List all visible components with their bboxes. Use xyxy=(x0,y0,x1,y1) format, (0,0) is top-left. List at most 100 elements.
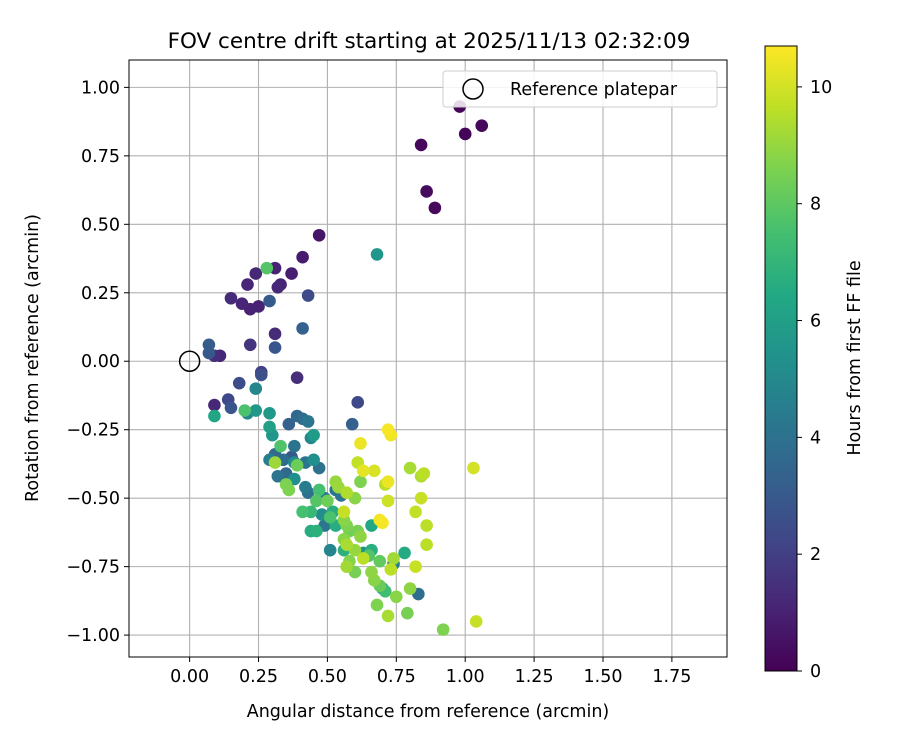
x-axis-ticks: 0.00 0.25 0.50 0.75 1.00 1.25 1.50 1.75 xyxy=(170,657,691,687)
data-point xyxy=(351,396,365,409)
data-point xyxy=(420,519,433,532)
data-point xyxy=(268,341,282,354)
data-point xyxy=(354,475,367,489)
x-tick-label: 1.00 xyxy=(446,667,485,687)
data-point xyxy=(469,615,483,628)
data-point xyxy=(384,563,398,576)
data-point xyxy=(467,461,480,475)
data-point xyxy=(340,538,354,552)
data-point xyxy=(312,228,326,242)
x-tick-label: 0.50 xyxy=(308,667,347,687)
data-point xyxy=(345,417,359,431)
data-point xyxy=(354,530,367,543)
data-point xyxy=(387,552,400,565)
y-tick-label: 0.25 xyxy=(81,284,120,304)
data-point xyxy=(232,376,246,390)
colorbar-tick-label: 0 xyxy=(810,662,821,682)
data-point xyxy=(381,494,395,508)
colorbar-tick-label: 2 xyxy=(810,545,821,565)
data-point xyxy=(354,437,367,450)
data-point xyxy=(337,505,351,519)
data-point xyxy=(373,554,387,568)
data-point xyxy=(290,459,304,472)
colorbar-ticks: 0 2 4 6 8 10 xyxy=(797,78,832,682)
data-point xyxy=(401,606,414,620)
data-point xyxy=(263,420,276,434)
data-point xyxy=(254,368,268,382)
data-point xyxy=(390,590,403,604)
data-point xyxy=(376,516,389,530)
data-point xyxy=(249,267,263,280)
legend: Reference platepar xyxy=(442,70,718,108)
data-point xyxy=(365,565,378,579)
data-point xyxy=(290,371,304,384)
y-axis-ticks: 1.00 0.75 0.50 0.25 0.00 −0.25 −0.50 −0.75 −1.00 xyxy=(66,78,129,646)
data-point xyxy=(202,338,216,352)
data-point xyxy=(238,404,252,417)
y-tick-label: 0.50 xyxy=(81,215,120,235)
data-point xyxy=(268,456,282,469)
data-point xyxy=(356,552,370,565)
data-point xyxy=(282,417,296,431)
data-point xyxy=(420,538,433,552)
y-tick-label: 0.00 xyxy=(81,352,120,372)
y-tick-label: −0.75 xyxy=(66,558,120,578)
data-point xyxy=(312,483,326,497)
data-point xyxy=(420,185,433,198)
data-point xyxy=(321,494,334,508)
data-point xyxy=(340,486,354,499)
colorbar: 0 2 4 6 8 10 Hours from first FF file xyxy=(764,45,865,682)
data-point xyxy=(428,201,442,215)
data-point xyxy=(263,406,276,420)
data-point xyxy=(260,261,274,275)
data-point xyxy=(403,582,417,595)
data-point xyxy=(301,289,315,302)
data-point xyxy=(268,327,282,341)
data-point xyxy=(310,524,323,538)
data-point xyxy=(208,398,221,412)
data-point xyxy=(296,250,309,264)
y-tick-label: −0.25 xyxy=(66,421,120,441)
y-tick-label: −0.50 xyxy=(66,489,120,509)
x-tick-label: 0.25 xyxy=(239,667,278,687)
data-point xyxy=(307,453,320,467)
data-point xyxy=(409,560,422,573)
data-point xyxy=(356,464,370,478)
data-point xyxy=(252,300,265,313)
data-point xyxy=(436,623,450,636)
data-point xyxy=(475,119,489,133)
x-tick-label: 0.75 xyxy=(377,667,416,687)
data-point xyxy=(403,461,417,475)
y-tick-label: −1.00 xyxy=(66,626,120,646)
chart-title: FOV centre drift starting at 2025/11/13 … xyxy=(168,29,691,54)
plot-frame xyxy=(128,59,728,658)
data-point xyxy=(323,511,337,524)
data-point xyxy=(417,467,431,480)
data-point xyxy=(340,560,354,573)
data-point xyxy=(398,546,411,560)
data-point xyxy=(208,409,221,423)
legend-marker xyxy=(462,78,484,100)
data-point xyxy=(381,423,395,437)
data-point xyxy=(414,491,428,505)
data-point xyxy=(274,439,287,453)
legend-box xyxy=(442,70,718,108)
data-point xyxy=(299,480,312,494)
colorbar-tick-label: 8 xyxy=(810,195,821,215)
colorbar-tick-label: 6 xyxy=(810,312,821,332)
x-axis-label: Angular distance from reference (arcmin) xyxy=(247,702,610,722)
colorbar-tick-label: 10 xyxy=(810,78,832,98)
data-point xyxy=(381,609,395,623)
x-tick-label: 0.00 xyxy=(170,667,209,687)
data-point xyxy=(288,439,301,453)
data-point xyxy=(243,338,257,352)
x-tick-label: 1.25 xyxy=(515,667,554,687)
data-point xyxy=(285,267,298,280)
data-point xyxy=(301,415,315,428)
x-tick-label: 1.50 xyxy=(584,667,623,687)
data-point xyxy=(271,469,285,483)
colorbar-tick-label: 4 xyxy=(810,428,821,448)
data-point xyxy=(241,278,254,291)
y-tick-label: 1.00 xyxy=(81,78,120,98)
